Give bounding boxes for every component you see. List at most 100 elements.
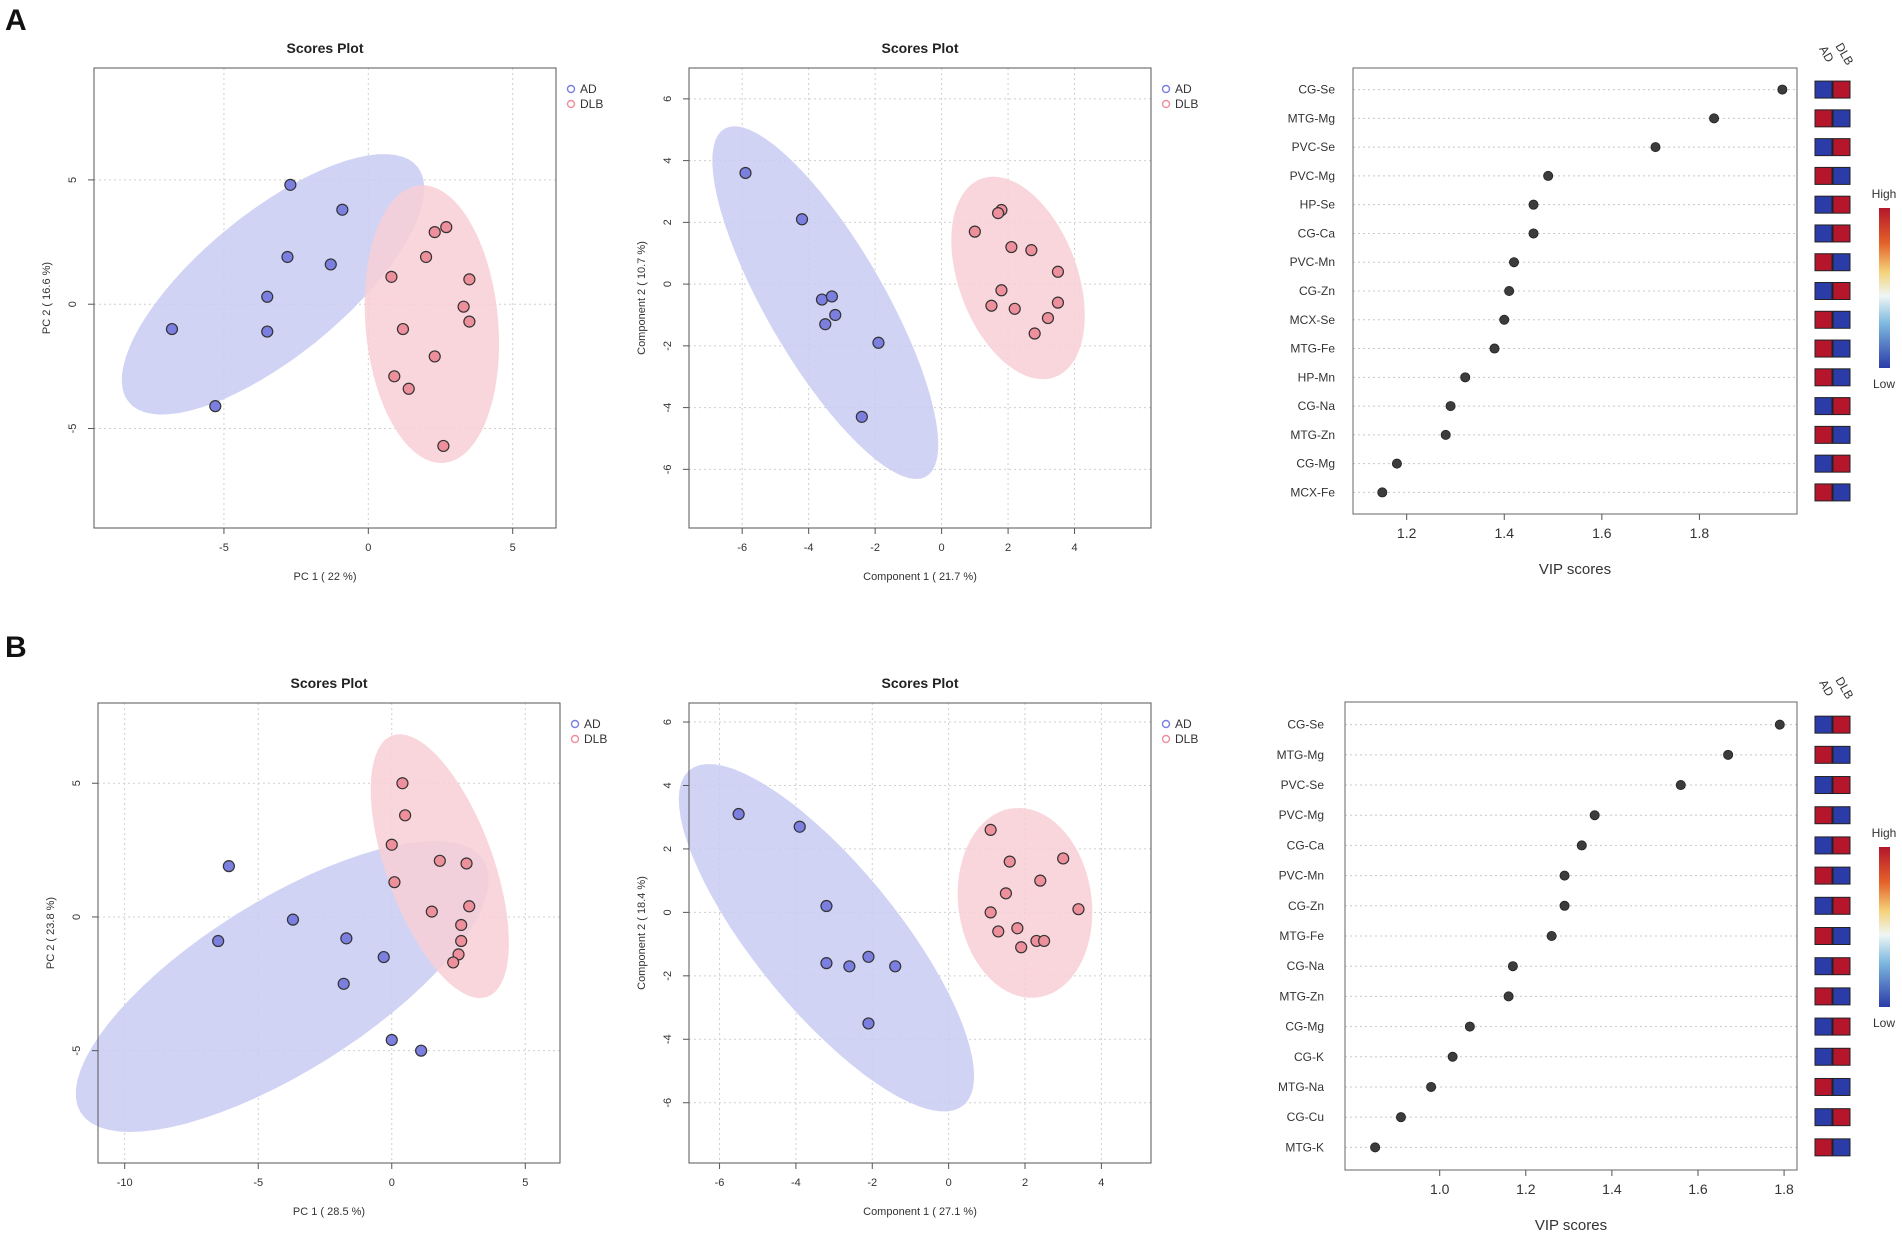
ellipse-dlb	[957, 808, 1093, 998]
point-dlb	[419, 250, 433, 264]
heat-cell-ad	[1814, 806, 1833, 825]
y-tick-label: 0	[71, 914, 83, 920]
point-dlb	[455, 918, 468, 932]
heat-cell-ad	[1814, 776, 1833, 795]
point-ad	[212, 934, 225, 948]
heat-cell-ad	[1814, 368, 1833, 387]
y-axis-label: Component 2 ( 10.7 %)	[636, 241, 648, 355]
heat-cell-dlb	[1832, 715, 1851, 734]
legend-label-ad: AD	[1175, 82, 1192, 96]
heat-cell-dlb	[1832, 1047, 1851, 1066]
point-ad	[855, 410, 868, 423]
feature-label: CG-Na	[1287, 959, 1325, 973]
y-tick-label: -4	[662, 403, 674, 413]
vip-point	[1546, 931, 1557, 942]
y-axis-label: PC 2 ( 16.6 %)	[41, 262, 53, 334]
point-dlb	[396, 322, 410, 336]
legend-marker-ad	[566, 84, 576, 94]
point-ad	[324, 258, 337, 271]
point-dlb	[1011, 922, 1024, 935]
heat-cell-ad	[1814, 224, 1833, 243]
legend-marker-dlb	[570, 734, 580, 744]
x-tick-label: 5	[510, 542, 516, 554]
point-ad	[415, 1044, 428, 1057]
heat-cell-ad	[1814, 454, 1833, 473]
legend-marker-ad	[1161, 719, 1171, 729]
point-ad	[377, 950, 390, 964]
legend-marker-dlb	[1161, 734, 1171, 744]
vip-x-tick-label: 1.2	[1397, 525, 1417, 541]
feature-label: HP-Se	[1300, 198, 1336, 212]
y-tick-label: 4	[662, 158, 674, 164]
ellipse-ad	[75, 841, 489, 1132]
heat-cell-ad	[1814, 957, 1833, 976]
vip-point	[1499, 314, 1510, 325]
point-dlb	[399, 809, 412, 822]
x-tick-label: -10	[117, 1177, 133, 1189]
point-ad	[862, 950, 875, 963]
vip-point	[1440, 429, 1451, 440]
vip-point	[1503, 991, 1514, 1002]
point-ad	[795, 213, 809, 226]
point-ad	[829, 308, 842, 322]
vip-x-tick-label: 1.6	[1592, 525, 1612, 541]
legend-label-dlb: DLB	[1175, 732, 1198, 746]
point-dlb	[1005, 240, 1018, 254]
feature-label: MTG-Fe	[1290, 342, 1335, 356]
vip-point	[1509, 257, 1520, 268]
point-ad	[340, 932, 353, 945]
heat-cell-ad	[1814, 1138, 1833, 1157]
heat-cell-dlb	[1832, 836, 1851, 855]
y-tick-label: 5	[67, 177, 79, 183]
point-dlb	[1037, 934, 1051, 948]
heat-cell-ad	[1814, 339, 1833, 358]
heat-cell-ad	[1814, 1108, 1833, 1127]
vip-point	[1543, 170, 1554, 181]
y-tick-label: 5	[71, 780, 83, 786]
point-dlb	[1015, 941, 1028, 954]
vip-point	[1528, 228, 1539, 239]
heat-cell-dlb	[1832, 425, 1851, 444]
heat-cell-ad	[1814, 138, 1833, 157]
y-tick-label: -4	[662, 1034, 674, 1044]
chart-title: Scores Plot	[286, 40, 363, 56]
x-tick-label: -6	[737, 542, 747, 554]
point-ad	[336, 203, 349, 216]
vip-x-tick-label: 1.2	[1516, 1181, 1536, 1197]
heat-cell-ad	[1814, 310, 1833, 329]
heat-cell-ad	[1814, 1047, 1833, 1066]
point-dlb	[440, 221, 453, 234]
vip-point	[1576, 840, 1587, 851]
feature-label: CG-Se	[1298, 83, 1335, 97]
x-tick-label: -5	[219, 542, 229, 554]
feature-label: PVC-Mg	[1290, 169, 1335, 183]
feature-label: PVC-Mg	[1279, 808, 1324, 822]
feature-label: CG-Ca	[1287, 838, 1325, 852]
y-tick-label: 6	[662, 96, 674, 102]
colorbar-low-label: Low	[1873, 1016, 1895, 1030]
point-dlb	[396, 777, 409, 790]
point-ad	[815, 293, 829, 306]
y-tick-label: 4	[662, 782, 674, 788]
colorbar-high-label: High	[1872, 826, 1897, 840]
x-tick-label: -4	[791, 1177, 801, 1189]
vip-point	[1723, 749, 1734, 760]
feature-label: CG-K	[1294, 1050, 1324, 1064]
y-tick-label: -5	[71, 1046, 83, 1056]
legend-marker-dlb	[566, 99, 576, 109]
heat-cell-dlb	[1832, 310, 1851, 329]
plot-frame	[688, 702, 1152, 1164]
heat-cell-dlb	[1832, 1108, 1851, 1127]
point-ad	[337, 977, 350, 990]
point-dlb	[1051, 265, 1065, 278]
point-ad	[862, 1017, 875, 1030]
point-dlb	[1057, 852, 1070, 865]
point-ad	[793, 820, 806, 833]
feature-label: PVC-Se	[1281, 778, 1325, 792]
vip-point	[1777, 84, 1788, 95]
point-dlb	[1028, 327, 1041, 340]
chart-B3: CG-Se MTG-Mg PVC-Se PVC-Mg CG-Ca PVC-Mn CG-Zn M…	[1277, 674, 1897, 1234]
point-dlb	[1034, 874, 1047, 887]
vip-axis-label: VIP scores	[1539, 561, 1611, 578]
point-dlb	[984, 823, 997, 836]
